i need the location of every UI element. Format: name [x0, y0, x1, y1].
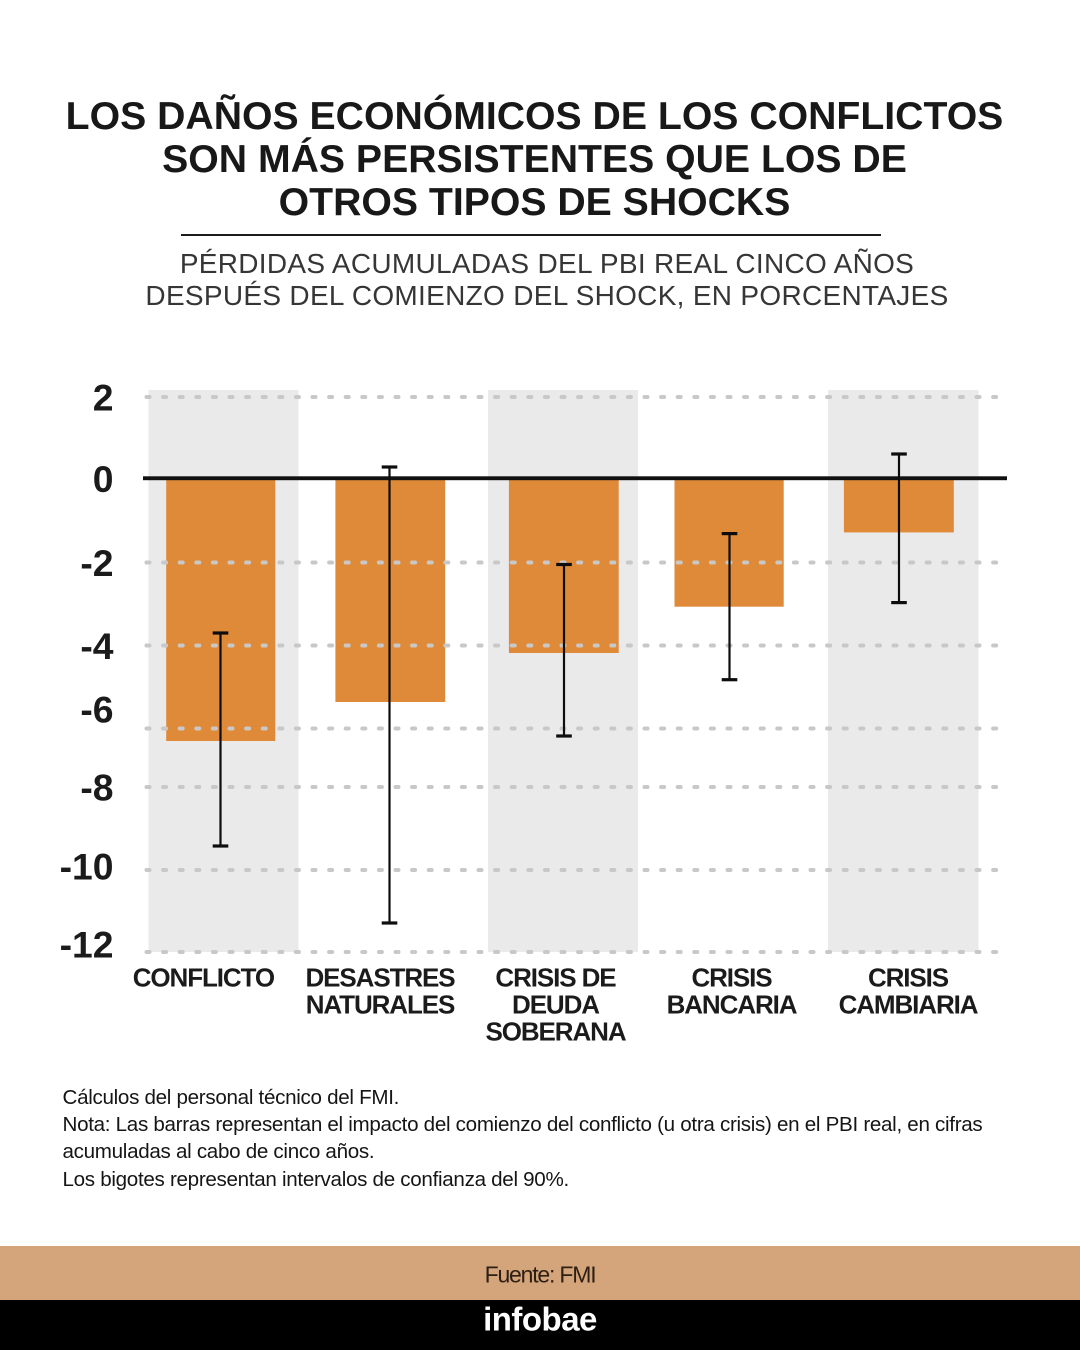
- svg-text:0: 0: [93, 458, 114, 500]
- svg-text:Fuente: FMI: Fuente: FMI: [485, 1261, 596, 1287]
- svg-text:CRISIS: CRISIS: [868, 963, 949, 993]
- svg-text:-4: -4: [80, 625, 113, 667]
- svg-text:-8: -8: [80, 766, 113, 808]
- svg-text:DEUDA: DEUDA: [512, 990, 600, 1020]
- svg-text:CAMBIARIA: CAMBIARIA: [839, 990, 979, 1020]
- svg-text:-6: -6: [80, 688, 113, 730]
- svg-text:CONFLICTO: CONFLICTO: [133, 963, 275, 993]
- svg-text:DESASTRES: DESASTRES: [305, 963, 455, 993]
- svg-text:CRISIS DE: CRISIS DE: [495, 963, 616, 993]
- svg-text:BANCARIA: BANCARIA: [667, 990, 798, 1020]
- svg-text:CRISIS: CRISIS: [691, 963, 772, 993]
- svg-text:infobae: infobae: [483, 1301, 597, 1338]
- svg-text:SOBERANA: SOBERANA: [486, 1017, 627, 1047]
- svg-text:NATURALES: NATURALES: [306, 990, 455, 1020]
- svg-text:-10: -10: [60, 845, 114, 887]
- svg-text:-2: -2: [80, 542, 113, 584]
- svg-text:-12: -12: [60, 923, 114, 965]
- svg-text:2: 2: [93, 376, 114, 418]
